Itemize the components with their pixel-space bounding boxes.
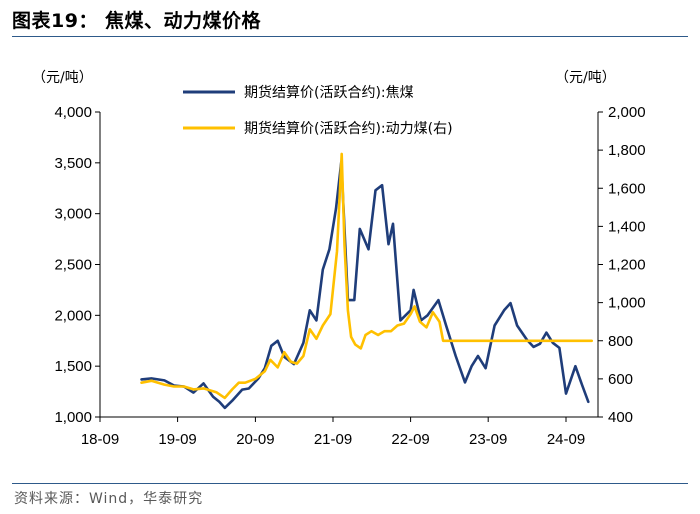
left-y-tick-label: 1,000 — [54, 409, 92, 426]
x-tick-label: 23-09 — [469, 431, 507, 448]
thermal-coal-series-line — [140, 152, 594, 400]
right-y-tick-label: 600 — [608, 371, 633, 388]
left-y-tick-label: 1,500 — [54, 358, 92, 375]
legend-label-coking: 期货结算价(活跃合约):焦煤 — [244, 84, 414, 101]
series-layer — [140, 152, 594, 410]
left-y-tick-label: 3,500 — [54, 155, 92, 172]
x-tick-label: 19-09 — [158, 431, 196, 448]
source-divider — [12, 483, 688, 484]
left-y-tick-label: 3,000 — [54, 206, 92, 223]
chart-title: 图表19： 焦煤、动力煤价格 — [12, 10, 262, 32]
right-y-tick-label: 2,000 — [608, 104, 646, 121]
x-tick-label: 20-09 — [236, 431, 274, 448]
left-y-tick-label: 2,500 — [54, 257, 92, 274]
price-line-chart: （元/吨） （元/吨） 1,000 1,500 2,000 2,500 3,000 3,5… — [32, 70, 646, 448]
right-y-tick-label: 1,200 — [608, 257, 646, 274]
legend: 期货结算价(活跃合约):焦煤 期货结算价(活跃合约):动力煤(右) — [183, 84, 453, 137]
x-tick-label: 18-09 — [81, 431, 119, 448]
right-y-tick-label: 1,800 — [608, 142, 646, 159]
x-tick-label: 24-09 — [547, 431, 585, 448]
coking-coal-series-line — [140, 160, 590, 410]
x-tick-label: 22-09 — [391, 431, 429, 448]
chart-axes: 1,000 1,500 2,000 2,500 3,000 3,500 4,000 400 60… — [54, 104, 645, 448]
source-note: 资料来源：Wind，华泰研究 — [14, 491, 204, 507]
right-y-tick-label: 800 — [608, 333, 633, 350]
right-y-tick-label: 1,600 — [608, 180, 646, 197]
left-y-tick-label: 2,000 — [54, 307, 92, 324]
legend-label-thermal: 期货结算价(活跃合约):动力煤(右) — [244, 120, 453, 137]
right-y-tick-label: 1,000 — [608, 295, 646, 312]
title-divider — [12, 36, 688, 37]
right-unit-label: （元/吨） — [555, 70, 616, 86]
left-unit-label: （元/吨） — [32, 70, 93, 86]
right-y-tick-label: 1,400 — [608, 218, 646, 235]
right-y-tick-label: 400 — [608, 409, 633, 426]
x-tick-label: 21-09 — [314, 431, 352, 448]
left-y-tick-label: 4,000 — [54, 104, 92, 121]
